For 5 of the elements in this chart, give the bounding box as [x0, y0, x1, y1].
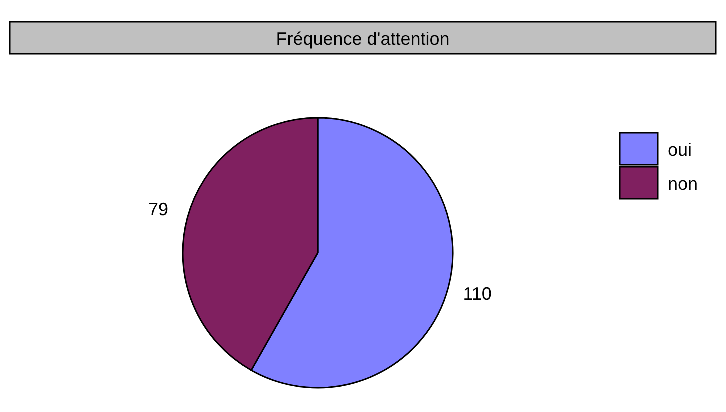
legend-label: non: [668, 174, 698, 194]
data-label: 110: [463, 284, 492, 304]
chart-title: Fréquence d'attention: [276, 29, 450, 49]
data-label: 79: [148, 200, 168, 220]
legend-label: oui: [668, 140, 692, 160]
